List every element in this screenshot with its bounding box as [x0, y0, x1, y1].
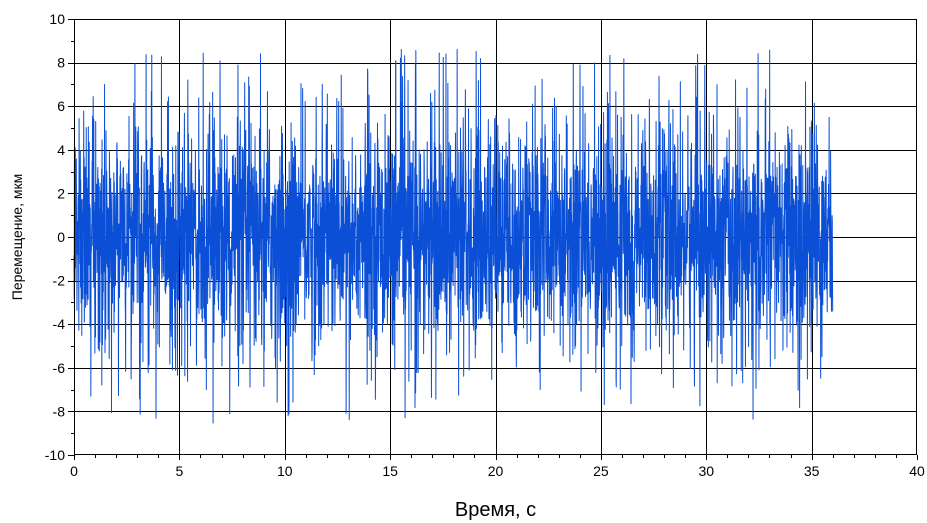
y-tick-label: -8 [53, 403, 66, 419]
series-layer [73, 49, 834, 424]
y-tick-label: 10 [49, 11, 65, 27]
x-tick-label: 20 [488, 463, 504, 479]
x-tick-label: 30 [698, 463, 714, 479]
y-tick-label: -6 [53, 360, 66, 376]
y-axis-title: Перемещение, мкм [9, 174, 25, 300]
y-tick-label: 8 [57, 55, 65, 71]
x-tick-label: 35 [804, 463, 820, 479]
y-tick-label: 4 [57, 142, 65, 158]
y-tick-label: 2 [57, 185, 65, 201]
plot-border [74, 19, 917, 455]
y-tick-labels: 10 8 6 4 2 0 -2 -4 -6 -8 -10 [45, 11, 65, 463]
y-tick-marks [68, 19, 74, 456]
y-tick-label: -10 [45, 447, 65, 463]
x-tick-label: 40 [909, 463, 925, 479]
y-tick-label: -2 [53, 273, 66, 289]
x-tick-label: 25 [593, 463, 609, 479]
x-tick-label: 5 [175, 463, 183, 479]
x-tick-marks [74, 455, 918, 460]
x-tick-labels: 0 5 10 15 20 25 30 35 40 [70, 463, 925, 479]
series-line [73, 49, 834, 424]
x-tick-label: 0 [70, 463, 78, 479]
y-tick-label: 0 [57, 229, 65, 245]
x-axis-title: Время, с [455, 499, 536, 521]
x-tick-label: 10 [277, 463, 293, 479]
y-tick-label: 6 [57, 98, 65, 114]
x-tick-label: 15 [382, 463, 398, 479]
y-tick-label: -4 [53, 316, 66, 332]
